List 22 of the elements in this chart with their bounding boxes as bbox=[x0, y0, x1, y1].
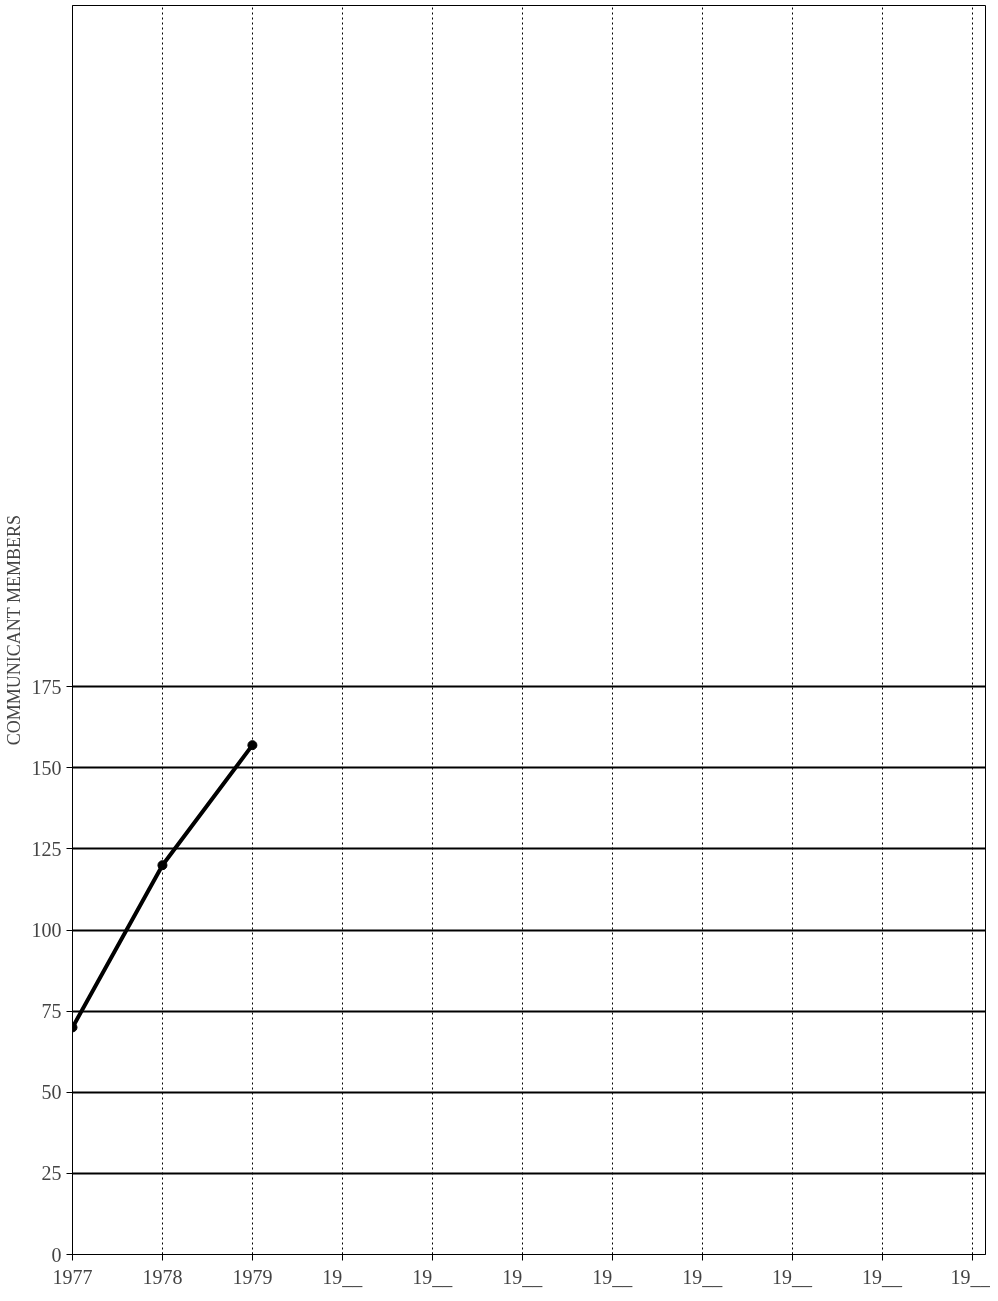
x-tick-label: 19__ bbox=[682, 1265, 724, 1288]
y-tick-label: 50 bbox=[41, 1081, 62, 1104]
x-tick-label: 19__ bbox=[412, 1265, 454, 1288]
point bbox=[247, 740, 258, 751]
x-tick-label: 1979 bbox=[232, 1265, 273, 1288]
x-tick-label: 19__ bbox=[502, 1265, 544, 1288]
x-tick-label: 19__ bbox=[862, 1265, 904, 1288]
x-tick-label: 1978 bbox=[142, 1265, 183, 1288]
y-tick-label: 100 bbox=[31, 919, 62, 942]
y-tick-label: 125 bbox=[31, 837, 62, 860]
y-tick-label: 25 bbox=[41, 1162, 62, 1185]
y-tick-label: 75 bbox=[41, 1000, 62, 1023]
y-tick-label: 175 bbox=[31, 675, 62, 698]
x-tick-label: 19__ bbox=[950, 1265, 992, 1288]
x-tick-label: 1977 bbox=[52, 1265, 93, 1288]
y-tick-label: 150 bbox=[31, 756, 62, 779]
x-tick-label: 19__ bbox=[772, 1265, 814, 1288]
y-tick-label: 0 bbox=[51, 1243, 62, 1266]
y-axis-title: COMMUNICANT MEMBERS bbox=[3, 515, 24, 746]
x-tick-label: 19__ bbox=[322, 1265, 364, 1288]
point bbox=[157, 860, 168, 871]
x-tick-label: 19__ bbox=[592, 1265, 634, 1288]
